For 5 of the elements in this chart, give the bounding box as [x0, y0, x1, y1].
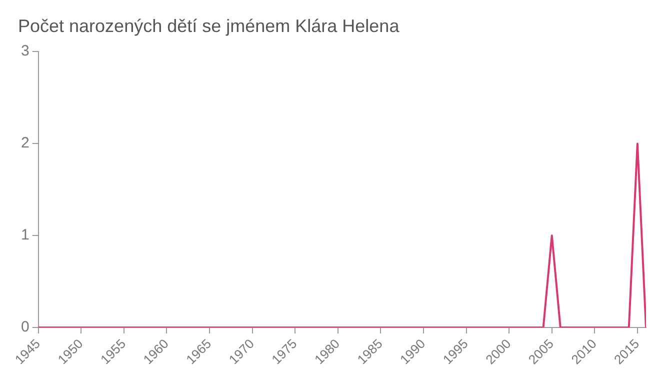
y-tick-label: 3 — [21, 42, 30, 60]
y-tick-label: 1 — [21, 226, 30, 244]
y-tick-label: 0 — [21, 318, 30, 336]
chart-title: Počet narozených dětí se jménem Klára Helena — [18, 16, 400, 36]
y-tick-label: 2 — [21, 134, 30, 152]
